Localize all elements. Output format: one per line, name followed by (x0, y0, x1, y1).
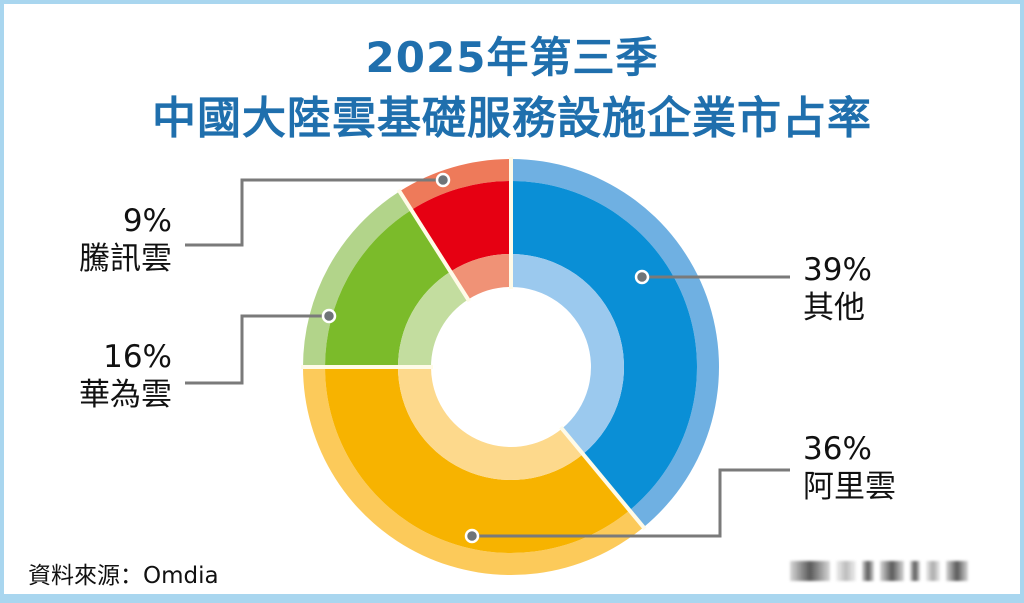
donut-segment-tencent (450, 254, 511, 300)
label-huawei-pct: 16% (103, 339, 172, 375)
source-note: 資料來源：Omdia (28, 563, 219, 589)
leader-alibaba (470, 468, 790, 538)
label-tencent: 9% 騰訊雲 (60, 202, 172, 278)
label-others-pct: 39% (803, 252, 872, 288)
leader-huawei (185, 314, 329, 385)
leader-dot-icon (634, 269, 650, 285)
label-others: 39% 其他 (803, 251, 872, 327)
donut-segment-others (511, 159, 720, 528)
label-alibaba: 36% 阿里雲 (803, 430, 896, 506)
donut-segment-others (511, 254, 624, 455)
donut-segment-alibaba (325, 367, 630, 553)
label-tencent-name: 騰訊雲 (79, 241, 172, 277)
label-others-name: 其他 (803, 290, 865, 326)
label-huawei-name: 華為雲 (79, 377, 172, 413)
donut-segment-alibaba (303, 367, 644, 576)
donut-segment-tencent (399, 159, 511, 210)
segment-separator (396, 188, 471, 303)
label-huawei: 16% 華為雲 (60, 338, 172, 414)
watermark (790, 558, 1005, 584)
donut-segment-others (511, 181, 698, 511)
donut-segment-alibaba (398, 367, 584, 480)
label-tencent-pct: 9% (122, 203, 172, 239)
chart-title-line2: 中國大陸雲基礎服務設施企業市占率 (152, 93, 872, 144)
donut-segment-huawei (398, 271, 469, 367)
leader-dot-icon (464, 528, 480, 544)
chart-title-line1: 2025年第三季 (365, 33, 659, 82)
leader-tencent (185, 178, 443, 247)
donut-segment-huawei (325, 209, 451, 367)
segment-separator (559, 425, 647, 531)
leader-dot-icon (321, 308, 337, 324)
label-alibaba-pct: 36% (803, 431, 872, 467)
label-alibaba-name: 阿里雲 (803, 469, 896, 505)
leader-dot-icon (435, 172, 451, 188)
